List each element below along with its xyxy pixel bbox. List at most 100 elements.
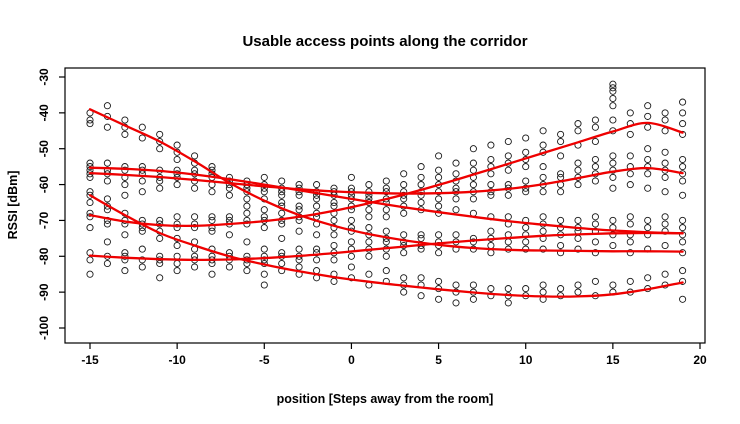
scatter-point <box>644 224 652 232</box>
scatter-point <box>417 292 425 300</box>
scatter-point <box>574 159 582 167</box>
scatter-point <box>225 184 233 192</box>
scatter-point <box>86 163 94 171</box>
scatter-point <box>121 130 129 138</box>
scatter-point <box>679 98 687 106</box>
scatter-point <box>278 191 286 199</box>
scatter-point <box>487 249 495 257</box>
scatter-point <box>260 252 268 260</box>
x-tick-label: 5 <box>435 353 442 367</box>
scatter-point <box>330 231 338 239</box>
scatter-point <box>173 155 181 164</box>
scatter-point <box>173 259 181 268</box>
scatter-point <box>679 231 687 239</box>
scatter-point <box>626 249 634 257</box>
scatter-point <box>260 224 268 232</box>
scatter-point <box>539 227 547 235</box>
scatter-point <box>504 152 512 160</box>
scatter-point <box>191 220 199 228</box>
scatter-point <box>557 173 565 181</box>
scatter-point <box>173 141 181 149</box>
x-tick-label: 20 <box>693 353 707 367</box>
scatter-point <box>487 292 495 300</box>
scatter-point <box>539 173 547 181</box>
scatter-point <box>487 181 495 189</box>
scatter-point <box>679 295 687 303</box>
scatter-point <box>400 238 408 246</box>
scatter-point <box>138 256 146 264</box>
scatter-point <box>417 234 425 242</box>
scatter-point <box>260 281 268 289</box>
scatter-point <box>121 252 129 260</box>
scatter-point <box>382 184 390 192</box>
scatter-point <box>435 173 443 181</box>
scatter-point <box>609 152 617 160</box>
scatter-point <box>469 166 477 174</box>
y-axis-label: RSSI [dBm] <box>6 171 20 240</box>
scatter-point <box>574 127 582 135</box>
scatter-point <box>487 191 495 199</box>
scatter-point <box>208 163 216 171</box>
scatter-point <box>679 155 687 164</box>
scatter-point <box>121 166 129 174</box>
scatter-point <box>487 285 495 293</box>
y-tick-label: -40 <box>37 104 51 122</box>
scatter-point <box>679 130 687 138</box>
scatter-point <box>557 137 565 146</box>
scatter-point <box>86 173 94 181</box>
scatter-point <box>278 220 286 228</box>
scatter-point <box>609 94 617 103</box>
scatter-point <box>260 270 268 278</box>
scatter-point <box>626 238 634 246</box>
y-tick-label: -50 <box>37 140 51 158</box>
scatter-point <box>103 238 111 246</box>
scatter-point <box>487 170 495 178</box>
scatter-point <box>644 145 652 153</box>
scatter-point <box>103 159 111 167</box>
scatter-point <box>644 112 652 120</box>
scatter-point <box>382 252 390 260</box>
scatter-point <box>86 159 94 167</box>
scatter-point <box>539 127 547 135</box>
scatter-point <box>86 116 94 124</box>
scatter-point <box>661 227 669 235</box>
scatter-point <box>591 155 599 164</box>
scatter-point <box>278 249 286 257</box>
scatter-point <box>103 259 111 268</box>
scatter-point <box>156 137 164 146</box>
scatter-point <box>522 163 530 171</box>
scatter-point <box>591 116 599 124</box>
scatter-point <box>539 281 547 289</box>
scatter-point <box>260 256 268 264</box>
scatter-point <box>539 163 547 171</box>
scatter-point <box>400 209 408 217</box>
scatter-point <box>260 188 268 196</box>
scatter-point <box>417 173 425 181</box>
scatter-point <box>469 281 477 289</box>
x-axis-ticks: -15 -10 -5 0 5 10 15 20 <box>81 343 707 367</box>
ap5-trend <box>88 121 684 228</box>
scatter-point <box>469 159 477 167</box>
scatter-point <box>347 216 355 224</box>
scatter-point <box>679 267 687 275</box>
chart-title: Usable access points along the corridor <box>242 33 527 50</box>
x-tick-label: -5 <box>259 353 270 367</box>
scatter-point <box>86 188 94 196</box>
scatter-point <box>330 241 338 250</box>
scatter-point <box>156 184 164 192</box>
scatter-point <box>557 188 565 196</box>
scatter-point <box>591 220 599 228</box>
scatter-point <box>661 109 669 117</box>
scatter-point <box>382 177 390 185</box>
scatter-point <box>661 148 669 156</box>
x-tick-label: 10 <box>519 353 533 367</box>
x-tick-label: -10 <box>168 353 186 367</box>
scatter-point <box>504 285 512 293</box>
scatter-point <box>469 195 477 203</box>
scatter-point <box>225 231 233 239</box>
scatter-point <box>156 259 164 268</box>
scatter-point <box>591 137 599 146</box>
scatter-point <box>156 274 164 282</box>
scatter-point <box>679 238 687 246</box>
